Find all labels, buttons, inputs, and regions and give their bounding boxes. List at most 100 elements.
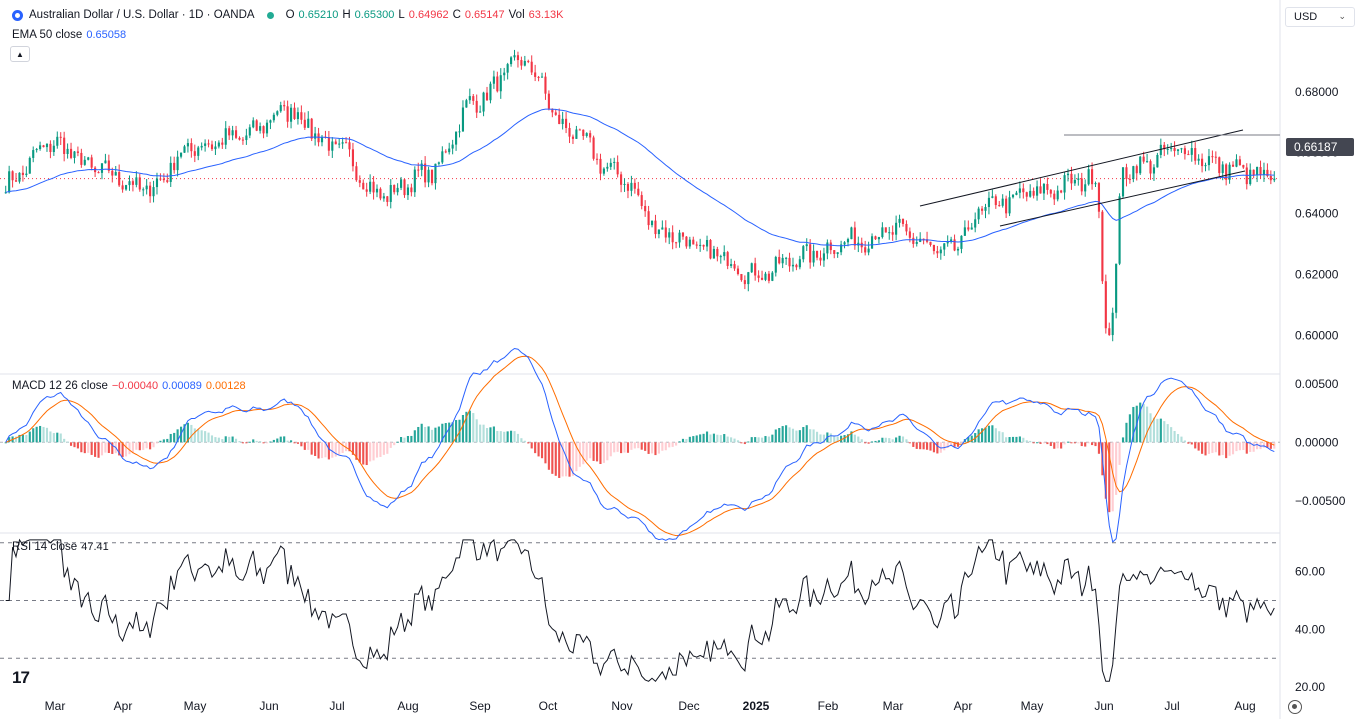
macd-histogram-bar (1204, 442, 1207, 456)
candle-body (1207, 156, 1211, 166)
macd-histogram-bar (534, 442, 537, 454)
macd-histogram-bar (155, 442, 159, 444)
candle-body (1049, 189, 1052, 194)
macd-histogram-bar (338, 442, 341, 455)
macd-histogram-bar (1249, 442, 1252, 452)
macd-histogram-bar (568, 442, 571, 477)
macd-histogram-bar (145, 442, 148, 449)
macd-legend[interactable]: MACD 12 26 close −0.00040 0.00089 0.0012… (12, 380, 246, 392)
candle-body (802, 246, 805, 260)
ema-label: EMA 50 close (12, 29, 83, 41)
macd-histogram-bar (1029, 440, 1032, 443)
candle-body (1011, 194, 1015, 198)
macd-label: MACD 12 26 close (12, 380, 108, 392)
gear-icon[interactable] (1288, 700, 1302, 714)
candle-body (1197, 158, 1200, 161)
macd-histogram-bar (1256, 442, 1259, 450)
macd-histogram-bar (647, 442, 650, 454)
candle-body (1094, 183, 1097, 185)
candle-body (59, 136, 62, 138)
candle-body (1053, 193, 1056, 200)
macd-histogram-bar (809, 429, 812, 443)
candle-body (1259, 167, 1262, 175)
candle-body (760, 277, 764, 280)
macd-histogram-bar (159, 440, 162, 443)
candle-body (798, 259, 801, 268)
macd-histogram-bar (441, 423, 444, 443)
macd-histogram-bar (1139, 402, 1142, 443)
candle-body (544, 76, 547, 94)
macd-histogram-bar (351, 442, 355, 455)
candle-body (66, 148, 69, 154)
macd-histogram-bar (585, 442, 588, 461)
macd-histogram-bar (300, 442, 303, 447)
macd-histogram-bar (455, 420, 458, 443)
candle-body (104, 160, 107, 164)
candle-body (314, 133, 317, 139)
candle-body (905, 223, 908, 232)
macd-histogram-bar (922, 442, 925, 450)
candle-body (472, 96, 475, 101)
macd-histogram-bar (320, 442, 324, 459)
macd-histogram-bar (87, 442, 90, 453)
candle-body (781, 257, 784, 264)
candle-body (28, 157, 31, 174)
macd-histogram-bar (616, 442, 619, 452)
candle-body (956, 248, 960, 251)
open-value: 0.65210 (298, 9, 339, 21)
macd-histogram-bar (571, 442, 575, 476)
candle-body (283, 105, 286, 107)
macd-histogram-bar (774, 429, 777, 443)
candle-body (977, 208, 980, 220)
currency-selector[interactable]: USD ⌄ (1285, 7, 1355, 27)
ema-legend[interactable]: EMA 50 close 0.65058 (12, 29, 126, 41)
candle-body (565, 118, 568, 128)
candle-body (52, 145, 55, 153)
macd-histogram-bar (578, 442, 581, 467)
candle-body (228, 128, 231, 136)
macd-histogram-bar (1056, 442, 1059, 449)
candle-body (1042, 183, 1046, 194)
candle-body (210, 144, 214, 150)
macd-histogram-bar (317, 442, 320, 459)
macd-histogram-bar (396, 441, 399, 443)
candle-body (1077, 178, 1080, 180)
time-axis-label: Aug (1234, 699, 1255, 713)
candle-body (1121, 167, 1125, 197)
price-level-tag-label: 0.66187 (1294, 140, 1338, 154)
macd-histogram-bar (1104, 442, 1107, 499)
symbol-title[interactable]: Australian Dollar / U.S. Dollar · 1D · O… (29, 9, 255, 21)
candle-body (1163, 144, 1166, 150)
macd-histogram-bar (104, 442, 107, 453)
candle-body (657, 229, 660, 235)
candle-body (327, 137, 330, 151)
candle-body (1156, 154, 1159, 168)
candle-body (1046, 183, 1049, 190)
macd-histogram-bar (1218, 442, 1221, 456)
macd-histogram-bar (695, 435, 698, 443)
candle-body (1142, 156, 1145, 162)
tradingview-logo[interactable]: 17 (12, 668, 30, 687)
macd-histogram-bar (754, 437, 757, 443)
macd-histogram-bar (1221, 442, 1224, 456)
candle-body (757, 275, 760, 278)
rsi-legend[interactable]: RSI 14 close 47.41 (12, 541, 109, 553)
time-axis-label: Apr (114, 699, 133, 713)
macd-histogram-bar (45, 427, 49, 443)
macd-histogram-bar (190, 424, 193, 443)
macd-histogram-bar (671, 442, 674, 447)
macd-histogram-bar (881, 437, 884, 443)
collapse-legend-button[interactable]: ▲ (10, 46, 30, 62)
macd-histogram-bar (479, 424, 482, 443)
price-level-tag (1286, 138, 1354, 157)
macd-histogram-bar (362, 442, 365, 465)
candle-body (97, 172, 100, 174)
candle-body (35, 149, 38, 151)
candle-body (833, 250, 836, 254)
macd-histogram-bar (59, 433, 62, 443)
candle-body (815, 250, 819, 258)
candle-body (1039, 186, 1042, 194)
candle-body (1242, 165, 1245, 168)
macd-histogram-bar (895, 437, 898, 443)
